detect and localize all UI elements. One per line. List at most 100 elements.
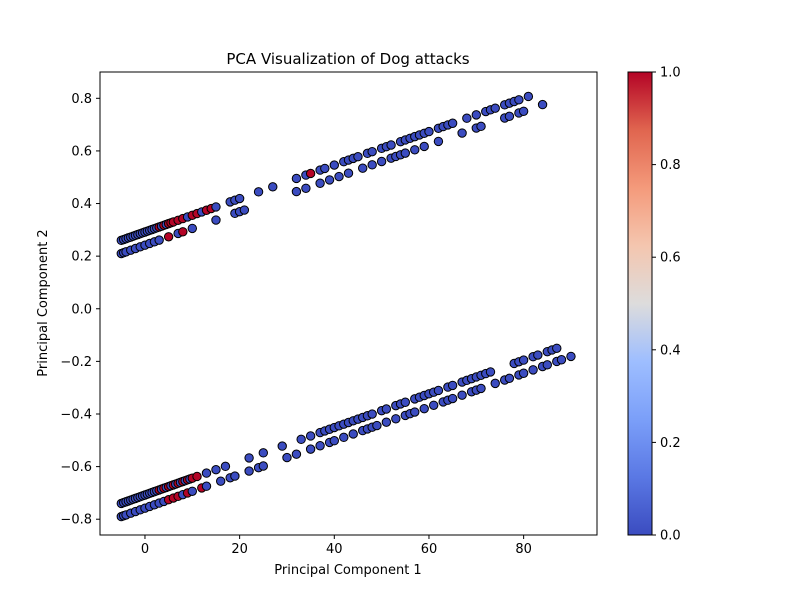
data-point [334, 171, 344, 182]
data-point [447, 393, 458, 404]
data-point [187, 486, 198, 496]
data-point [343, 168, 354, 178]
y-tick-label: −0.2 [60, 355, 92, 370]
data-point [419, 403, 429, 414]
data-point [552, 343, 562, 353]
data-point [315, 178, 325, 188]
data-point [291, 449, 302, 459]
data-point [490, 103, 500, 113]
data-point [258, 448, 268, 458]
data-point [282, 452, 292, 463]
data-point [462, 113, 472, 123]
data-point [201, 468, 212, 478]
data-point [433, 385, 444, 396]
data-point [537, 99, 548, 110]
data-point [305, 168, 316, 179]
data-point [216, 476, 226, 486]
data-point [476, 121, 486, 132]
data-point [163, 232, 174, 242]
colorbar-tick-label: 0.0 [660, 529, 681, 544]
data-point [457, 390, 467, 400]
y-tick-label: 0.0 [71, 302, 92, 317]
data-point [301, 183, 311, 193]
data-point [296, 434, 306, 445]
data-point [424, 126, 434, 137]
colorbar-tick-label: 1.0 [660, 66, 681, 81]
colorbar-ticks: 0.0 0.2 0.4 0.6 0.8 1.0 [652, 66, 681, 544]
data-point [305, 444, 316, 454]
data-point [211, 465, 221, 475]
y-tick-label: 0.8 [71, 92, 92, 107]
data-point [381, 417, 392, 427]
data-point [244, 453, 254, 463]
x-tick-label: 80 [515, 542, 532, 557]
data-point [566, 351, 576, 362]
colorbar-tick-label: 0.4 [660, 343, 681, 358]
data-point [518, 368, 529, 378]
colorbar [627, 71, 653, 536]
data-point [376, 156, 387, 167]
data-point [523, 91, 534, 102]
colorbar-tick-label: 0.6 [660, 251, 681, 266]
data-point [201, 481, 212, 491]
data-point [230, 471, 240, 481]
data-point [353, 152, 363, 162]
data-point [239, 205, 250, 215]
colorbar-tick-label: 0.8 [660, 158, 681, 173]
data-point [367, 146, 377, 157]
data-point [485, 367, 496, 377]
data-point [419, 141, 429, 152]
data-point [253, 187, 264, 197]
y-tick-label: −0.8 [60, 513, 92, 528]
data-point [277, 441, 287, 451]
y-tick-label: −0.4 [60, 407, 92, 422]
data-point [386, 140, 396, 150]
data-point [504, 111, 515, 122]
data-point [220, 461, 231, 472]
data-point [234, 193, 245, 204]
data-point [348, 429, 358, 439]
data-point [244, 466, 254, 476]
chart-title: PCA Visualization of Dog attacks [226, 50, 469, 68]
data-point [391, 414, 401, 424]
x-tick-label: 60 [421, 542, 438, 557]
data-point [268, 182, 278, 192]
x-tick-label: 20 [231, 542, 248, 557]
data-point [518, 106, 529, 117]
data-point [339, 432, 349, 443]
data-point [447, 380, 458, 391]
data-point [410, 145, 420, 155]
colorbar-tick-label: 0.2 [660, 436, 681, 451]
data-point [154, 235, 164, 245]
y-axis-ticks: −0.8 −0.6 −0.4 −0.2 0.0 0.2 0.4 0.6 0.8 [60, 92, 100, 528]
data-point [305, 431, 316, 441]
data-point [358, 163, 368, 173]
data-point [329, 160, 339, 170]
data-point [381, 404, 392, 414]
data-point [315, 441, 325, 451]
y-tick-label: −0.6 [60, 460, 92, 475]
data-point [518, 355, 529, 365]
y-tick-label: 0.2 [71, 250, 92, 265]
data-point [433, 136, 444, 147]
data-point [320, 163, 330, 174]
data-point [324, 175, 335, 185]
data-point [514, 95, 524, 105]
data-point [447, 118, 458, 128]
data-point [211, 202, 221, 212]
plot-frame [99, 71, 598, 536]
data-point [367, 160, 377, 170]
x-tick-label: 40 [326, 542, 343, 557]
data-point [329, 436, 339, 446]
x-axis-ticks: 0 20 40 60 80 [141, 535, 532, 557]
data-point [457, 128, 467, 138]
scatter-points [116, 91, 576, 522]
data-point [400, 397, 410, 407]
data-point [528, 365, 538, 375]
data-point [372, 420, 382, 431]
data-point [192, 471, 202, 482]
data-point [542, 360, 552, 370]
data-point [429, 400, 439, 410]
data-point [367, 409, 377, 419]
